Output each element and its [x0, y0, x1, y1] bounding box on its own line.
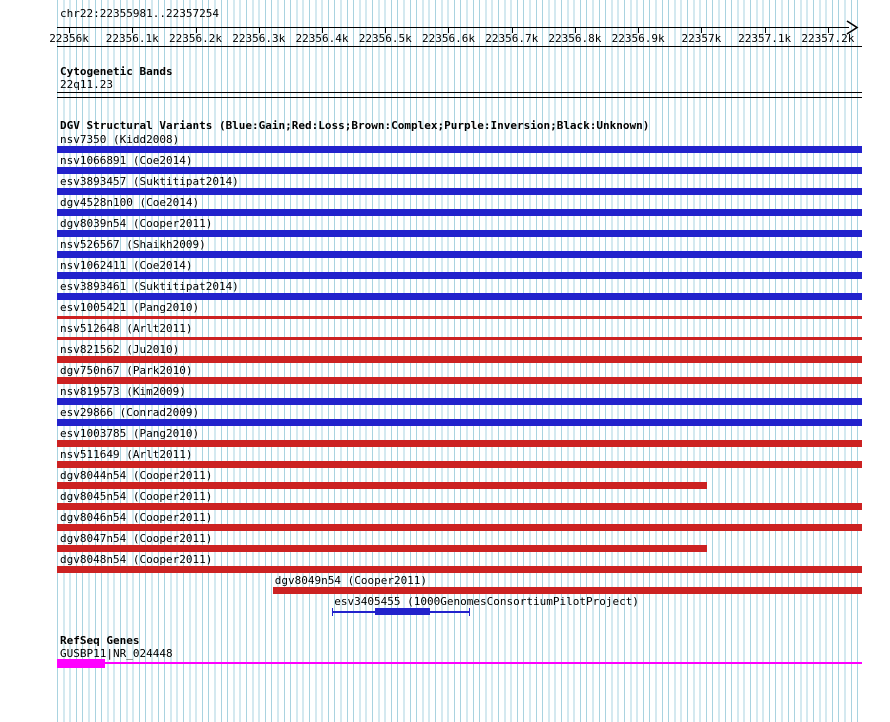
ruler-tick-label: 22356.6k [421, 32, 475, 45]
ruler-tick-label: 22356.1k [105, 32, 159, 45]
variant-bar[interactable] [57, 566, 862, 573]
ruler-tick-label: 22356.2k [169, 32, 223, 45]
variant-label[interactable]: dgv8044n54 (Cooper2011) [60, 469, 213, 482]
variant-label[interactable]: esv1005421 (Pang2010) [60, 301, 200, 314]
variant-label[interactable]: nsv526567 (Shaikh2009) [60, 238, 206, 251]
variant-bar[interactable] [57, 337, 862, 340]
variant-label[interactable]: nsv821562 (Ju2010) [60, 343, 180, 356]
variant-bar[interactable] [57, 293, 862, 300]
ruler-arrow-icon [846, 20, 859, 35]
variant-label[interactable]: esv1003785 (Pang2010) [60, 427, 200, 440]
variant-label[interactable]: dgv8047n54 (Cooper2011) [60, 532, 213, 545]
gene-line[interactable] [57, 662, 862, 664]
ruler-tick [385, 27, 387, 33]
refseq-gene-label[interactable]: GUSBP11|NR_024448 [60, 647, 173, 660]
variant-label[interactable]: esv3405455 (1000GenomesConsortiumPilotPr… [334, 595, 639, 608]
variant-label[interactable]: nsv511649 (Arlt2011) [60, 448, 193, 461]
variant-bar[interactable] [57, 503, 862, 510]
ruler-tick-label: 22357k [681, 32, 722, 45]
cytoband-glyph[interactable] [57, 92, 862, 98]
ruler-tick [701, 27, 703, 33]
ruler-tick [574, 27, 576, 33]
variant-bar[interactable] [57, 146, 862, 153]
variant-bar[interactable] [57, 524, 862, 531]
variant-bar[interactable] [332, 608, 334, 616]
variant-bar[interactable] [57, 230, 862, 237]
variant-label[interactable]: nsv512648 (Arlt2011) [60, 322, 193, 335]
variant-bar[interactable] [374, 608, 430, 615]
variant-bar[interactable] [57, 251, 862, 258]
ruler-tick-label: 22356k [49, 32, 89, 45]
variant-bar[interactable] [57, 316, 862, 319]
variant-bar[interactable] [57, 188, 862, 195]
variant-label[interactable]: esv3893457 (Suktitipat2014) [60, 175, 239, 188]
variant-label[interactable]: esv29866 (Conrad2009) [60, 406, 200, 419]
ruler-tick-label: 22356.3k [232, 32, 286, 45]
header-divider [57, 46, 862, 47]
variant-bar[interactable] [57, 356, 862, 363]
ruler-tick-label: 22356.4k [295, 32, 349, 45]
ruler-tick-label: 22356.5k [358, 32, 412, 45]
ruler-tick-label: 22357.1k [738, 32, 792, 45]
ruler-tick [132, 27, 134, 33]
ruler-tick-label: 22357.2k [801, 32, 855, 45]
variant-bar[interactable] [57, 167, 862, 174]
variant-label[interactable]: esv3893461 (Suktitipat2014) [60, 280, 239, 293]
variant-label[interactable]: dgv8046n54 (Cooper2011) [60, 511, 213, 524]
cytogenetic-section-title: Cytogenetic Bands [60, 65, 173, 78]
ruler-tick [69, 27, 71, 33]
ruler-tick [827, 27, 829, 33]
variant-bar[interactable] [57, 461, 862, 468]
dgv-section-title: DGV Structural Variants (Blue:Gain;Red:L… [60, 119, 650, 132]
ruler-tick [258, 27, 260, 33]
variant-bar[interactable] [57, 545, 708, 552]
variant-label[interactable]: nsv819573 (Kim2009) [60, 385, 186, 398]
ruler-tick [322, 27, 323, 33]
ruler-tick [195, 27, 197, 33]
variant-label[interactable]: nsv7350 (Kidd2008) [60, 133, 180, 146]
variant-bar[interactable] [57, 398, 862, 405]
variant-bar[interactable] [57, 440, 862, 447]
variant-label[interactable]: nsv1066891 (Coe2014) [60, 154, 193, 167]
variant-label[interactable]: dgv8049n54 (Cooper2011) [274, 574, 428, 587]
refseq-section-title: RefSeq Genes [60, 634, 140, 647]
position-label: chr22:22355981..22357254 [60, 7, 219, 20]
variant-label[interactable]: dgv8048n54 (Cooper2011) [60, 553, 213, 566]
ruler-tick [448, 27, 450, 33]
variant-bar[interactable] [57, 419, 862, 426]
cytoband-label[interactable]: 22q11.23 [60, 78, 113, 91]
variant-bar[interactable] [57, 209, 862, 216]
variant-label[interactable]: dgv8039n54 (Cooper2011) [60, 217, 213, 230]
variant-label[interactable]: nsv1062411 (Coe2014) [60, 259, 193, 272]
variant-bar[interactable] [57, 482, 708, 489]
variant-bar[interactable] [272, 587, 862, 594]
variant-bar[interactable] [57, 377, 862, 384]
ruler-tick-label: 22356.7k [485, 32, 539, 45]
ruler-tick-label: 22356.9k [611, 32, 665, 45]
gene-exon-box[interactable] [57, 659, 106, 668]
variant-bar[interactable] [468, 608, 470, 616]
ruler-line [57, 27, 849, 28]
ruler-tick-label: 22356.8k [548, 32, 602, 45]
ruler-tick [638, 27, 640, 33]
variant-label[interactable]: dgv4528n100 (Coe2014) [60, 196, 200, 209]
variant-label[interactable]: dgv750n67 (Park2010) [60, 364, 193, 377]
ruler-tick [764, 27, 766, 33]
variant-label[interactable]: dgv8045n54 (Cooper2011) [60, 490, 213, 503]
variant-bar[interactable] [57, 272, 862, 279]
ruler-tick [511, 27, 513, 33]
